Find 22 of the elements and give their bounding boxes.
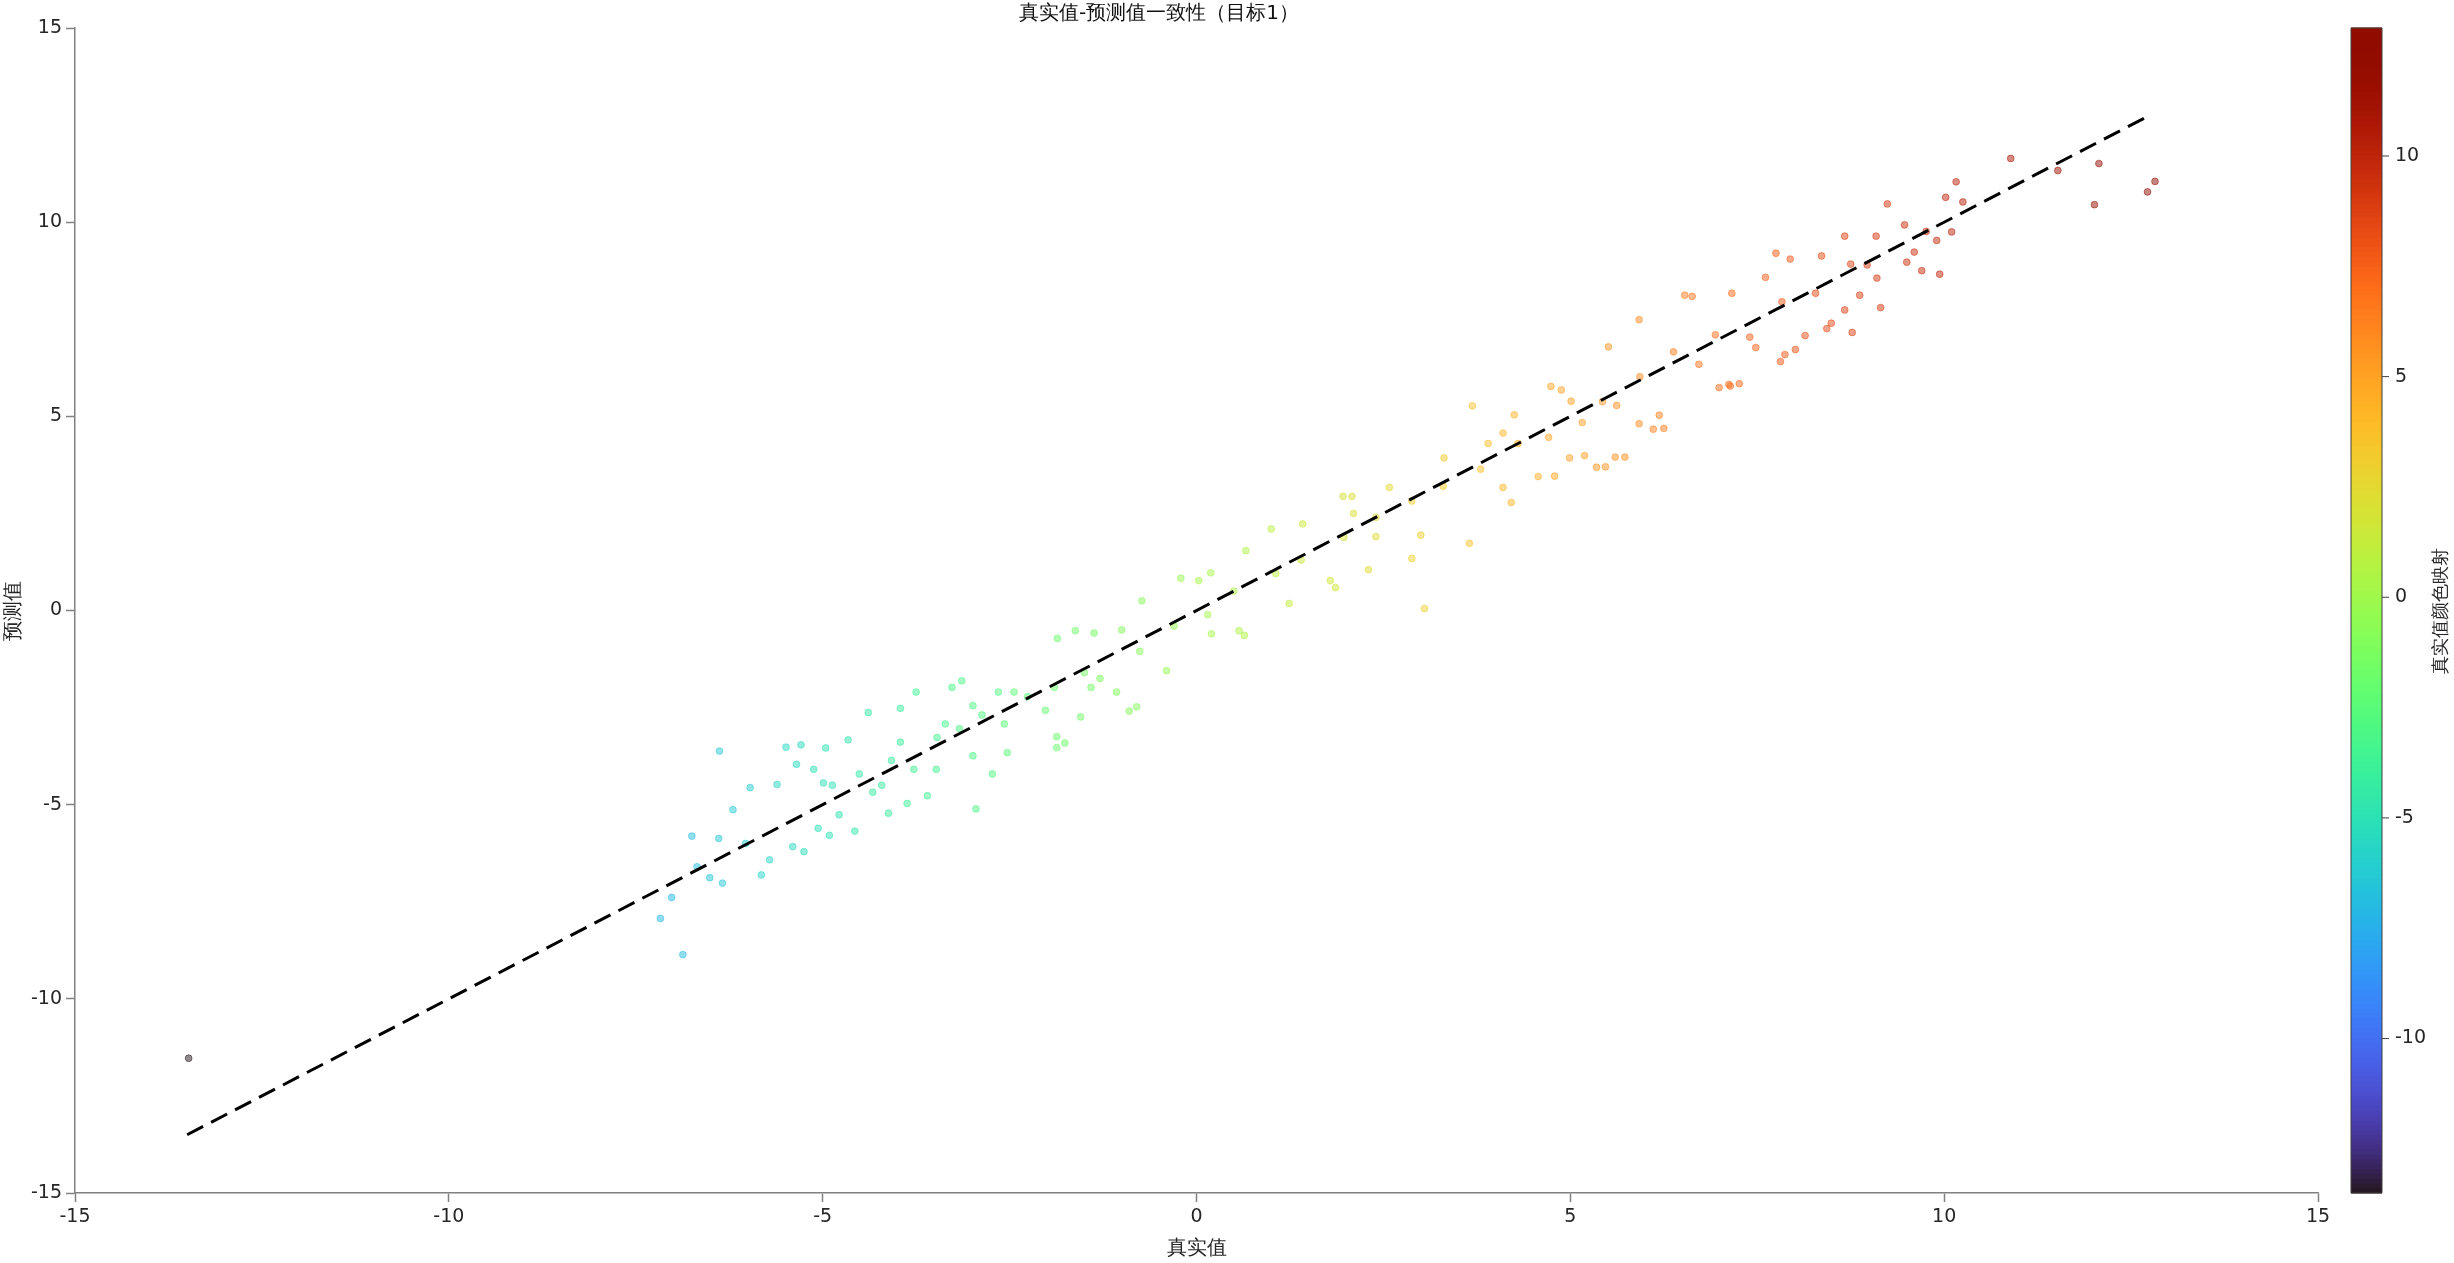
y-tick-label: -15 <box>30 1179 62 1202</box>
y-tick-label: 5 <box>49 403 62 426</box>
x-tick-label: -10 <box>433 1204 465 1227</box>
color-bar-label: -10 <box>2395 1025 2427 1048</box>
x-tick-label: 15 <box>2305 1204 2331 1227</box>
color-bar-label: 0 <box>2395 584 2408 607</box>
x-tick-label: 10 <box>1932 1204 1957 1227</box>
x-tick-label: 0 <box>1190 1204 1203 1227</box>
y-tick-label: -5 <box>43 791 62 814</box>
y-axis-title: 预测值 <box>0 580 25 641</box>
x-axis-title: 真实值 <box>1166 1235 1227 1260</box>
x-tick-label: -5 <box>813 1204 833 1227</box>
chart-title: 真实值-预测值一致性（目标1） <box>1019 0 1299 25</box>
x-tick-label: 5 <box>1564 1204 1577 1227</box>
y-tick-label: 10 <box>37 209 62 232</box>
y-tick-label: -10 <box>30 985 62 1008</box>
y-tick-label: 15 <box>37 14 62 37</box>
color-bar-label: 10 <box>2395 142 2420 165</box>
color-bar-label: 5 <box>2395 363 2408 386</box>
color-bar-title: 真实值颜色映射 <box>2428 547 2450 674</box>
y-tick-label: 0 <box>49 597 62 620</box>
color-bar-label: -5 <box>2395 804 2414 827</box>
